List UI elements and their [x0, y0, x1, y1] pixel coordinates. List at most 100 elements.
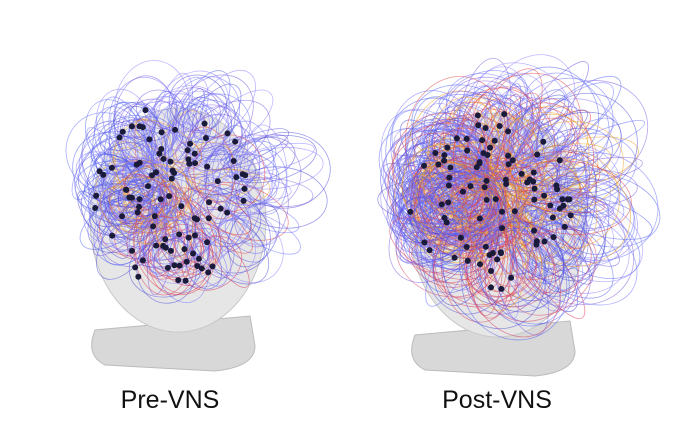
connection-loop [553, 169, 638, 206]
electrode [488, 267, 495, 274]
electrode [453, 135, 460, 142]
electrode [135, 273, 142, 280]
connection-loop [536, 196, 644, 283]
electrode [533, 241, 540, 248]
electrode [441, 157, 448, 164]
electrode [501, 111, 508, 118]
connection-loop [509, 149, 599, 186]
electrode [476, 215, 483, 222]
connection-loop [536, 92, 638, 193]
connection-loop [212, 151, 272, 217]
electrode [139, 124, 146, 131]
connection-loop [106, 137, 150, 175]
connection-loop [520, 204, 585, 249]
connection-loop [79, 194, 152, 250]
connection-loop [529, 127, 613, 187]
electrode [119, 213, 126, 220]
electrode [530, 178, 537, 185]
electrode [479, 137, 486, 144]
connection-loop [229, 147, 324, 190]
electrode [158, 129, 165, 136]
electrode [201, 120, 208, 127]
electrode [509, 157, 516, 164]
electrode [182, 277, 189, 284]
electrode [204, 163, 211, 170]
connection-loop [413, 169, 531, 235]
electrode [171, 169, 178, 176]
electrode [547, 202, 554, 209]
electrode [192, 232, 199, 239]
electrode [162, 236, 169, 243]
panel-label: Post-VNS [442, 386, 552, 414]
connection-loop [474, 110, 506, 187]
connection-loop [523, 105, 583, 159]
electrode [145, 183, 152, 190]
electrode [511, 208, 518, 215]
connection-loop [445, 80, 524, 161]
connection-loop [191, 83, 242, 141]
electrode [447, 164, 454, 171]
electrode [135, 203, 142, 210]
electrode [483, 196, 490, 203]
electrode [482, 243, 489, 250]
electrode [126, 194, 133, 201]
electrode [503, 181, 510, 188]
connection-loop [514, 111, 622, 187]
connection-loop [193, 134, 266, 212]
electrode [489, 250, 496, 257]
electrode [233, 174, 240, 181]
connection-loop [207, 204, 251, 260]
connection-loop [518, 190, 614, 263]
electrode [435, 161, 442, 168]
electrode [176, 231, 183, 238]
connection-loop [405, 123, 498, 250]
connection-loop [497, 117, 575, 181]
electrode [108, 164, 115, 171]
electrode [176, 262, 183, 269]
electrode [567, 212, 574, 219]
electrode [160, 155, 167, 162]
electrode [491, 137, 498, 144]
connection-loop [452, 177, 504, 226]
electrode [441, 214, 448, 221]
electrode [481, 184, 488, 191]
electrode [190, 250, 197, 257]
electrode [550, 234, 557, 241]
connection-loop [438, 188, 495, 253]
electrode [475, 122, 482, 129]
electrode [496, 123, 503, 130]
electrode [541, 238, 548, 245]
connection-loop [517, 129, 566, 169]
electrode [464, 257, 471, 264]
connection-loop [208, 235, 250, 288]
connection-loop [405, 118, 481, 207]
connection-loop [93, 154, 144, 197]
electrode [531, 227, 538, 234]
electrode [204, 239, 211, 246]
electrode [498, 250, 505, 257]
electrode [142, 107, 149, 114]
electrode [167, 158, 174, 165]
electrode [146, 136, 153, 143]
electrode [508, 274, 515, 281]
electrode [198, 265, 205, 272]
electrode [445, 199, 452, 206]
electrode [421, 239, 428, 246]
electrode [559, 196, 566, 203]
connection-loop [401, 171, 505, 236]
connection-loop [412, 175, 478, 254]
connection-loop [523, 80, 649, 190]
electrode [156, 150, 163, 157]
connection-loop [438, 127, 489, 179]
connection-loop [235, 166, 328, 229]
connection-loop [87, 187, 158, 253]
electrode [459, 188, 466, 195]
electrode [564, 196, 571, 203]
electrode [134, 209, 141, 216]
electrode [187, 140, 194, 147]
electrode [561, 223, 568, 230]
electrode [482, 125, 489, 132]
electrode [540, 138, 547, 145]
electrode [168, 175, 175, 182]
